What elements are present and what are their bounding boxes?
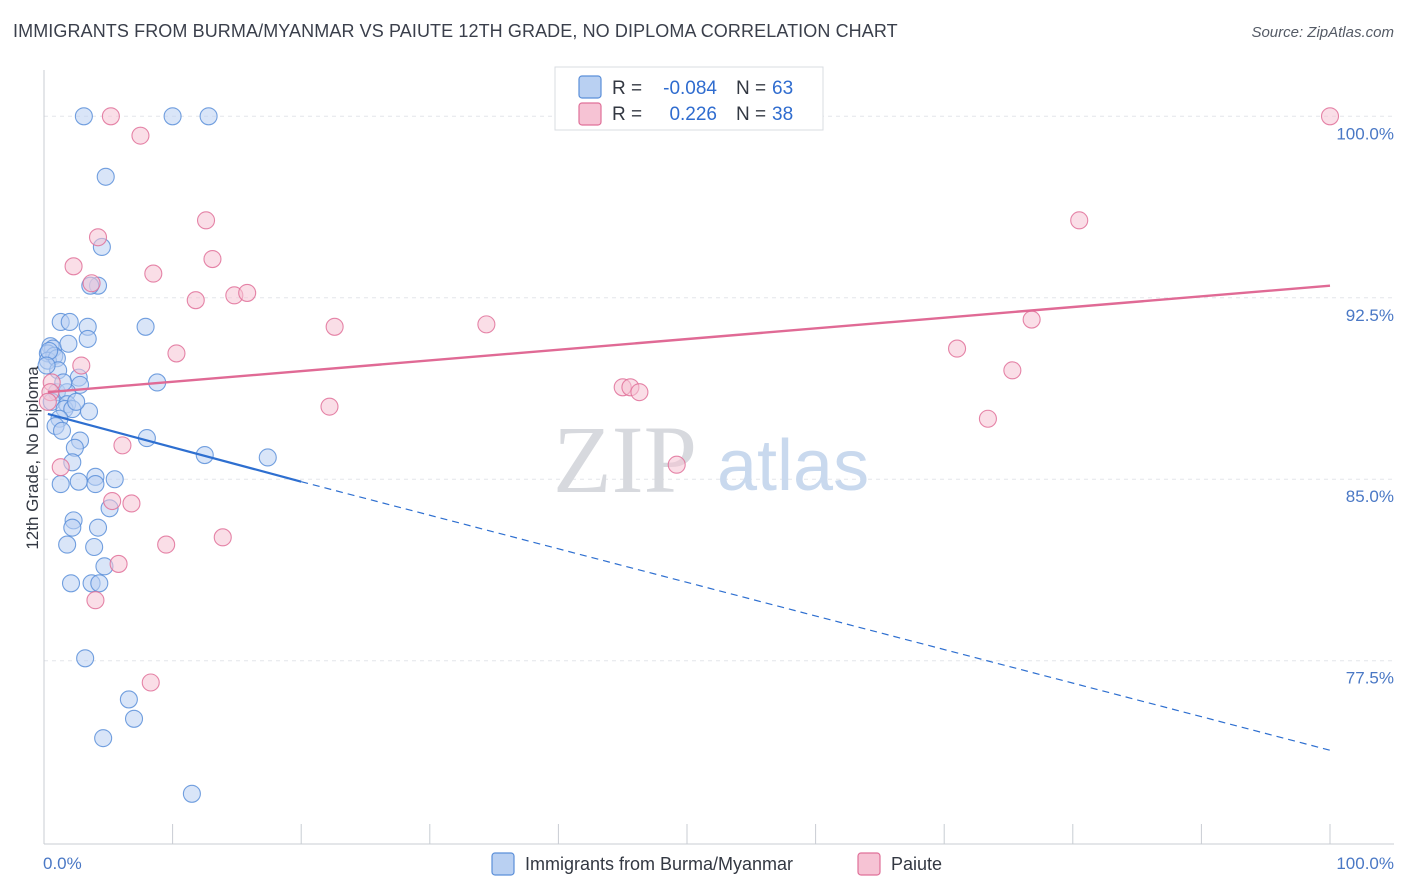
legend-n-value-2: 38: [772, 104, 793, 125]
point-paiute: [477, 315, 496, 334]
y-tick-label: 92.5%: [1346, 306, 1394, 325]
point-burma: [90, 574, 109, 593]
point-burma: [124, 709, 144, 728]
point-paiute: [131, 126, 150, 145]
point-burma: [52, 421, 72, 440]
y-tick-label: 100.0%: [1336, 124, 1394, 143]
point-burma: [94, 729, 113, 748]
point-burma: [182, 784, 201, 803]
point-paiute: [122, 494, 141, 513]
point-paiute: [51, 458, 70, 477]
point-burma: [60, 312, 79, 332]
point-paiute: [196, 211, 216, 230]
bottom-legend-label-pink: Paiute: [891, 854, 942, 874]
point-burma: [61, 574, 81, 593]
legend-r-label-2: R =: [612, 104, 642, 125]
point-paiute: [630, 383, 649, 402]
series-pink-points: [38, 107, 1340, 692]
point-paiute: [238, 283, 257, 302]
point-burma: [136, 317, 155, 336]
point-paiute: [1320, 107, 1340, 126]
legend-swatch-blue: [578, 75, 602, 99]
point-burma: [63, 518, 82, 537]
point-paiute: [667, 455, 686, 474]
point-paiute: [186, 291, 205, 310]
legend-box: R = -0.084 N = 63 R = 0.226 N = 38: [554, 66, 824, 131]
point-burma: [67, 392, 86, 411]
legend-n-label-1: N =: [736, 78, 766, 99]
point-burma: [163, 107, 182, 126]
point-paiute: [86, 591, 105, 610]
watermark: ZIP atlas: [553, 406, 869, 513]
bottom-legend: Immigrants from Burma/Myanmar Paiute: [491, 852, 942, 876]
point-burma: [96, 167, 115, 186]
point-burma: [69, 472, 88, 491]
point-burma: [59, 334, 78, 353]
point-paiute: [82, 274, 101, 293]
point-burma: [119, 690, 138, 709]
y-tick-label: 85.0%: [1346, 487, 1394, 506]
point-paiute: [113, 436, 132, 455]
series-blue-points: [37, 107, 277, 803]
point-paiute: [101, 107, 120, 126]
point-paiute: [325, 317, 344, 336]
trend-line-blue-solid: [47, 412, 302, 483]
trend-line-blue-dashed: [301, 481, 1331, 751]
legend-n-value-1: 63: [772, 78, 793, 99]
point-paiute: [64, 257, 83, 276]
bottom-legend-swatch-blue: [491, 852, 515, 876]
point-burma: [37, 356, 56, 375]
legend-n-label-2: N =: [736, 104, 766, 125]
point-burma: [51, 475, 70, 494]
bottom-legend-swatch-pink: [857, 852, 881, 876]
point-burma: [58, 535, 77, 554]
trend-line-pink: [47, 284, 1331, 394]
point-paiute: [103, 491, 122, 511]
legend-swatch-pink: [578, 102, 602, 126]
point-burma: [85, 537, 104, 557]
point-burma: [74, 107, 93, 126]
watermark-atlas: atlas: [717, 426, 869, 506]
trend-lines: [47, 284, 1331, 751]
point-burma: [199, 107, 218, 126]
point-paiute: [1003, 361, 1022, 380]
grid: [44, 115, 1394, 662]
point-burma: [76, 649, 95, 668]
point-paiute: [167, 344, 186, 363]
point-paiute: [1022, 310, 1041, 329]
point-burma: [258, 448, 277, 467]
x-tick-label-right: 100.0%: [1336, 854, 1394, 873]
point-burma: [105, 470, 124, 489]
source-label: Source: ZipAtlas.com: [1251, 24, 1394, 41]
point-paiute: [109, 554, 128, 573]
point-paiute: [203, 250, 222, 269]
x-tick-label-left: 0.0%: [43, 854, 82, 873]
point-paiute: [88, 228, 108, 247]
point-paiute: [213, 528, 232, 547]
point-paiute: [141, 673, 160, 692]
point-burma: [79, 402, 99, 421]
point-paiute: [72, 356, 91, 375]
point-paiute: [320, 397, 339, 416]
axes: [43, 70, 1394, 845]
point-burma: [78, 329, 97, 348]
legend-r-value-1: -0.084: [663, 78, 717, 99]
point-paiute: [948, 339, 967, 358]
chart-title: IMMIGRANTS FROM BURMA/MYANMAR VS PAIUTE …: [13, 21, 898, 41]
legend-r-value-2: 0.226: [669, 104, 717, 125]
point-burma: [86, 475, 105, 494]
y-axis-title: 12th Grade, No Diploma: [23, 366, 42, 550]
y-tick-label: 77.5%: [1346, 669, 1394, 688]
point-paiute: [1070, 211, 1089, 230]
point-paiute: [978, 409, 997, 428]
bottom-legend-label-blue: Immigrants from Burma/Myanmar: [525, 854, 793, 874]
point-paiute: [144, 264, 163, 283]
point-burma: [88, 518, 108, 537]
point-paiute: [157, 535, 176, 554]
legend-r-label-1: R =: [612, 78, 642, 99]
y-tick-labels: 100.0% 92.5% 85.0% 77.5%: [1336, 124, 1394, 687]
point-paiute: [38, 392, 57, 411]
